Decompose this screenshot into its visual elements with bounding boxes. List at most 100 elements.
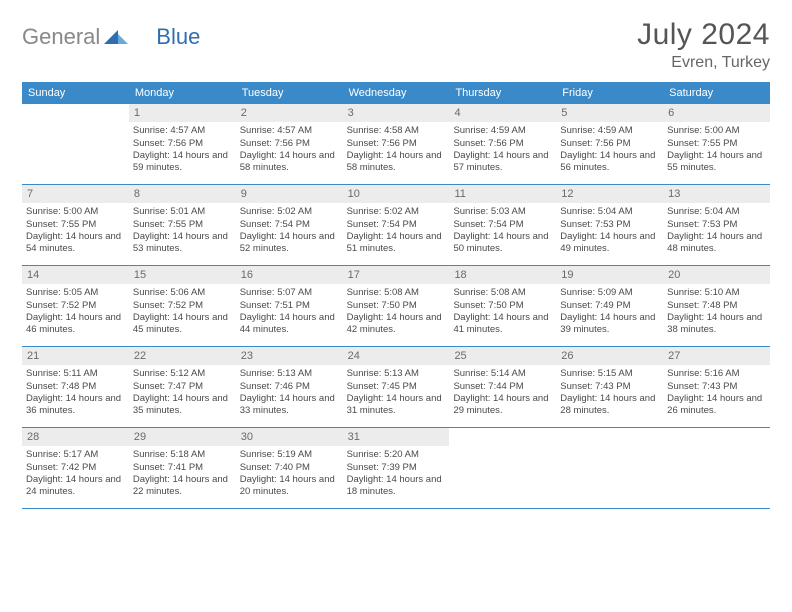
weekday-header-row: SundayMondayTuesdayWednesdayThursdayFrid… [22,82,770,104]
daylight-line: Daylight: 14 hours and 38 minutes. [667,312,766,337]
sunset-line: Sunset: 7:56 PM [240,138,339,150]
brand-mark-icon [104,24,128,50]
sunrise-line: Sunrise: 5:03 AM [453,206,552,218]
daylight-line: Daylight: 14 hours and 58 minutes. [240,150,339,175]
day-number: 21 [22,347,129,365]
day-cell: 26Sunrise: 5:15 AMSunset: 7:43 PMDayligh… [556,347,663,427]
day-cell: 15Sunrise: 5:06 AMSunset: 7:52 PMDayligh… [129,266,236,346]
sunset-line: Sunset: 7:51 PM [240,300,339,312]
day-cell: 16Sunrise: 5:07 AMSunset: 7:51 PMDayligh… [236,266,343,346]
brand-word-1: General [22,24,100,50]
day-number: 18 [449,266,556,284]
daylight-line: Daylight: 14 hours and 53 minutes. [133,231,232,256]
day-cell: 10Sunrise: 5:02 AMSunset: 7:54 PMDayligh… [343,185,450,265]
sunset-line: Sunset: 7:49 PM [560,300,659,312]
day-number: 16 [236,266,343,284]
day-number: 29 [129,428,236,446]
sunrise-line: Sunrise: 5:04 AM [560,206,659,218]
week-row: 14Sunrise: 5:05 AMSunset: 7:52 PMDayligh… [22,266,770,347]
day-number: 7 [22,185,129,203]
sunset-line: Sunset: 7:48 PM [667,300,766,312]
sunrise-line: Sunrise: 5:17 AM [26,449,125,461]
day-cell: 28Sunrise: 5:17 AMSunset: 7:42 PMDayligh… [22,428,129,508]
week-row: 1Sunrise: 4:57 AMSunset: 7:56 PMDaylight… [22,104,770,185]
sunrise-line: Sunrise: 5:14 AM [453,368,552,380]
sunset-line: Sunset: 7:48 PM [26,381,125,393]
daylight-line: Daylight: 14 hours and 49 minutes. [560,231,659,256]
daylight-line: Daylight: 14 hours and 39 minutes. [560,312,659,337]
day-number: 14 [22,266,129,284]
daylight-line: Daylight: 14 hours and 50 minutes. [453,231,552,256]
daylight-line: Daylight: 14 hours and 54 minutes. [26,231,125,256]
weekday-header-cell: Tuesday [236,82,343,104]
day-cell: 21Sunrise: 5:11 AMSunset: 7:48 PMDayligh… [22,347,129,427]
daylight-line: Daylight: 14 hours and 55 minutes. [667,150,766,175]
day-cell-empty [22,104,129,184]
weekday-header-cell: Friday [556,82,663,104]
sunrise-line: Sunrise: 5:00 AM [667,125,766,137]
daylight-line: Daylight: 14 hours and 46 minutes. [26,312,125,337]
sunrise-line: Sunrise: 5:15 AM [560,368,659,380]
sunrise-line: Sunrise: 5:18 AM [133,449,232,461]
sunrise-line: Sunrise: 5:16 AM [667,368,766,380]
day-cell: 12Sunrise: 5:04 AMSunset: 7:53 PMDayligh… [556,185,663,265]
sunrise-line: Sunrise: 5:02 AM [240,206,339,218]
day-number: 6 [663,104,770,122]
page-header: General Blue July 2024 Evren, Turkey [22,18,770,72]
sunrise-line: Sunrise: 5:09 AM [560,287,659,299]
weekday-header-cell: Thursday [449,82,556,104]
day-cell: 5Sunrise: 4:59 AMSunset: 7:56 PMDaylight… [556,104,663,184]
sunset-line: Sunset: 7:56 PM [133,138,232,150]
daylight-line: Daylight: 14 hours and 20 minutes. [240,474,339,499]
daylight-line: Daylight: 14 hours and 29 minutes. [453,393,552,418]
daylight-line: Daylight: 14 hours and 44 minutes. [240,312,339,337]
sunset-line: Sunset: 7:54 PM [347,219,446,231]
day-number: 22 [129,347,236,365]
day-cell: 27Sunrise: 5:16 AMSunset: 7:43 PMDayligh… [663,347,770,427]
sunrise-line: Sunrise: 5:13 AM [347,368,446,380]
sunset-line: Sunset: 7:54 PM [453,219,552,231]
day-number: 26 [556,347,663,365]
day-cell: 30Sunrise: 5:19 AMSunset: 7:40 PMDayligh… [236,428,343,508]
day-number: 2 [236,104,343,122]
sunrise-line: Sunrise: 5:02 AM [347,206,446,218]
day-number: 31 [343,428,450,446]
day-number: 19 [556,266,663,284]
sunset-line: Sunset: 7:52 PM [26,300,125,312]
weeks-container: 1Sunrise: 4:57 AMSunset: 7:56 PMDaylight… [22,104,770,509]
week-row: 21 Sunrise: 5:11 AMSunset: 7:48 PM Dayligh… [22,347,770,428]
sunrise-line: Sunrise: 5:11 AM [26,368,125,380]
day-cell: 23Sunrise: 5:13 AMSunset: 7:46 PMDayligh… [236,347,343,427]
day-cell-empty [663,428,770,508]
daylight-line: Daylight: 14 hours and 56 minutes. [560,150,659,175]
day-cell: 3Sunrise: 4:58 AMSunset: 7:56 PMDaylight… [343,104,450,184]
sunset-line: Sunset: 7:50 PM [453,300,552,312]
day-cell: 31Sunrise: 5:20 AMSunset: 7:39 PMDayligh… [343,428,450,508]
day-cell: 6Sunrise: 5:00 AMSunset: 7:55 PMDaylight… [663,104,770,184]
day-cell: 20Sunrise: 5:10 AMSunset: 7:48 PMDayligh… [663,266,770,346]
sunset-line: Sunset: 7:56 PM [347,138,446,150]
sunset-line: Sunset: 7:44 PM [453,381,552,393]
month-title: July 2024 [637,18,770,52]
sunset-line: Sunset: 7:50 PM [347,300,446,312]
day-cell: 19 Sunrise: 5:09 AMSunset: 7:49 PMDayligh… [556,266,663,346]
day-number: 28 [22,428,129,446]
day-number: 15 [129,266,236,284]
brand-word-2: Blue [156,24,200,50]
sunset-line: Sunset: 7:43 PM [560,381,659,393]
daylight-line: Daylight: 14 hours and 52 minutes. [240,231,339,256]
sunset-line: Sunset: 7:56 PM [560,138,659,150]
daylight-line: Daylight: 14 hours and 22 minutes. [133,474,232,499]
day-number: 13 [663,185,770,203]
weekday-header-cell: Monday [129,82,236,104]
sunrise-line: Sunrise: 5:06 AM [133,287,232,299]
daylight-line: Daylight: 14 hours and 42 minutes. [347,312,446,337]
sunrise-line: Sunrise: 4:58 AM [347,125,446,137]
location-label: Evren, Turkey [637,54,770,72]
daylight-line: Daylight: 14 hours and 33 minutes. [240,393,339,418]
day-number: 17 [343,266,450,284]
sunset-line: Sunset: 7:55 PM [26,219,125,231]
weekday-header-cell: Sunday [22,82,129,104]
sunrise-line: Sunrise: 4:59 AM [453,125,552,137]
weekday-header-cell: Saturday [663,82,770,104]
